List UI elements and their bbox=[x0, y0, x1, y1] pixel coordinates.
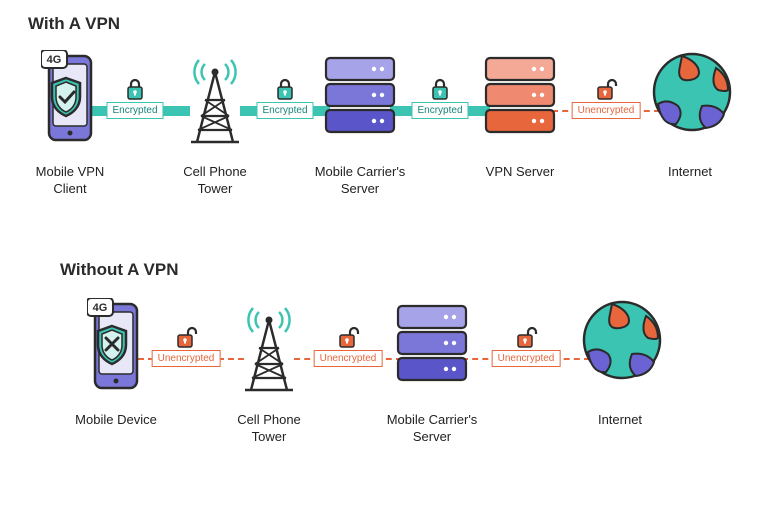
node-vpn-server bbox=[480, 50, 560, 143]
link-label: Encrypted bbox=[106, 102, 163, 119]
node-carrier2-label: Mobile Carrier's Server bbox=[372, 412, 492, 446]
globe-icon-wrap bbox=[650, 50, 730, 139]
node-internet2-label: Internet bbox=[560, 412, 680, 429]
node-carrier1-label: Mobile Carrier's Server bbox=[300, 164, 420, 198]
globe-icon bbox=[650, 50, 734, 134]
node-carrier1 bbox=[320, 50, 400, 143]
link-label: Unencrypted bbox=[572, 102, 641, 119]
lock-open-icon bbox=[173, 324, 199, 350]
lock-closed-icon bbox=[428, 76, 452, 102]
phone-icon-wrap: 4G bbox=[76, 298, 156, 399]
section-2-link-1: Unencrypted bbox=[294, 332, 402, 372]
phone-icon-wrap: 4G bbox=[30, 50, 110, 151]
node-phone-label: Mobile Device bbox=[56, 412, 176, 429]
phone-icon: 4G bbox=[87, 298, 145, 394]
lock-open-icon bbox=[513, 324, 539, 350]
link-label: Encrypted bbox=[256, 102, 313, 119]
link-label: Encrypted bbox=[411, 102, 468, 119]
section-1-link-2: Encrypted bbox=[390, 84, 490, 124]
servers-icon-wrap bbox=[392, 298, 472, 391]
node-phone-vpn: 4G bbox=[30, 50, 110, 151]
node-carrier2 bbox=[392, 298, 472, 391]
node-phone: 4G bbox=[76, 298, 156, 399]
globe-icon bbox=[580, 298, 664, 382]
tower-icon bbox=[239, 298, 299, 394]
globe-icon-wrap bbox=[580, 298, 660, 387]
node-tower2 bbox=[234, 298, 304, 399]
phone-icon: 4G bbox=[41, 50, 99, 146]
tower-icon-wrap bbox=[234, 298, 304, 399]
link-label: Unencrypted bbox=[314, 350, 383, 367]
tower-icon-wrap bbox=[180, 50, 250, 151]
lock-closed-icon bbox=[123, 76, 147, 102]
lock-open-icon bbox=[335, 324, 361, 350]
section-2-title: Without A VPN bbox=[60, 260, 179, 280]
server-stack-icon bbox=[394, 298, 470, 386]
node-internet1 bbox=[650, 50, 730, 139]
node-tower2-label: Cell Phone Tower bbox=[214, 412, 324, 446]
section-2-link-2: Unencrypted bbox=[462, 332, 590, 372]
tower-icon bbox=[185, 50, 245, 146]
link-label: Unencrypted bbox=[492, 350, 561, 367]
section-1-link-1: Encrypted bbox=[240, 84, 330, 124]
node-tower1 bbox=[180, 50, 250, 151]
node-internet2 bbox=[580, 298, 660, 387]
server-stack-icon bbox=[482, 50, 558, 138]
lock-closed-icon bbox=[273, 76, 297, 102]
node-vpn-server-label: VPN Server bbox=[460, 164, 580, 181]
servers-icon-wrap bbox=[480, 50, 560, 143]
section-1-link-3: Unencrypted bbox=[552, 84, 660, 124]
link-label: Unencrypted bbox=[152, 350, 221, 367]
svg-text:4G: 4G bbox=[47, 54, 62, 66]
node-phone-vpn-label: Mobile VPN Client bbox=[10, 164, 130, 198]
server-stack-icon bbox=[322, 50, 398, 138]
node-tower1-label: Cell Phone Tower bbox=[160, 164, 270, 198]
lock-open-icon bbox=[593, 76, 619, 102]
servers-icon-wrap bbox=[320, 50, 400, 143]
node-internet1-label: Internet bbox=[630, 164, 750, 181]
section-1-title: With A VPN bbox=[28, 14, 120, 34]
svg-text:4G: 4G bbox=[93, 302, 108, 314]
